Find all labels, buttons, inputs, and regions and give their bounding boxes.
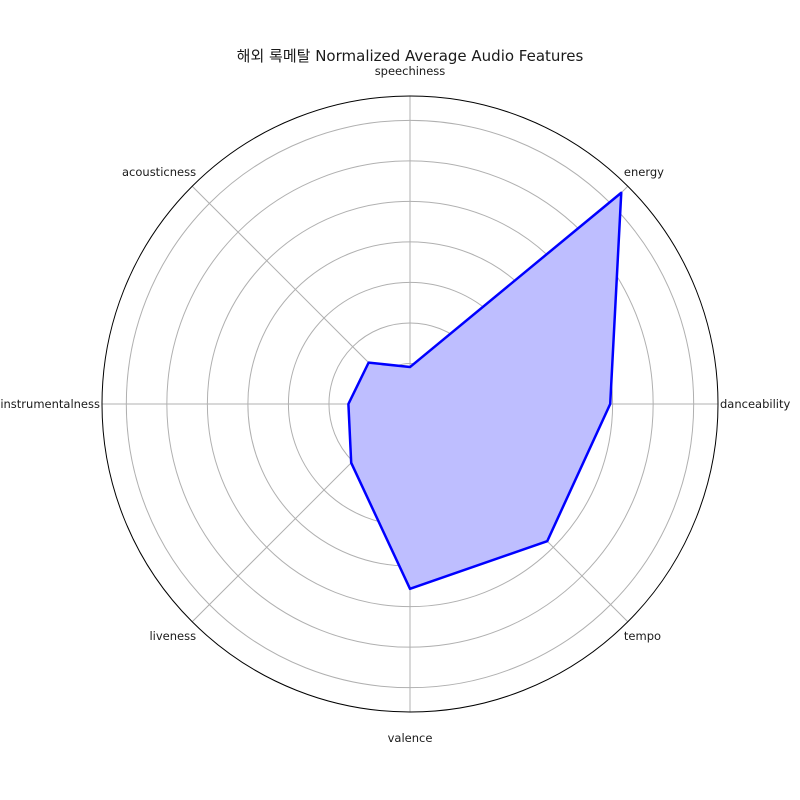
axis-label-danceability: danceability bbox=[720, 397, 790, 411]
axis-labels: danceability energy speechiness acousticnes… bbox=[0, 64, 790, 745]
chart-title: 해외 록메탈 Normalized Average Audio Features bbox=[236, 47, 584, 65]
axis-label-acousticness: acousticness bbox=[122, 165, 196, 179]
axis-label-speechiness: speechiness bbox=[375, 64, 446, 78]
axis-label-instrumentalness: instrumentalness bbox=[0, 397, 100, 411]
data-layer bbox=[347, 191, 623, 591]
outer-frame bbox=[101, 95, 719, 713]
axis-label-energy: energy bbox=[624, 165, 664, 179]
series-area bbox=[348, 192, 622, 589]
axis-label-liveness: liveness bbox=[149, 629, 196, 643]
axis-label-tempo: tempo bbox=[624, 629, 661, 643]
axis-label-valence: valence bbox=[388, 731, 433, 745]
